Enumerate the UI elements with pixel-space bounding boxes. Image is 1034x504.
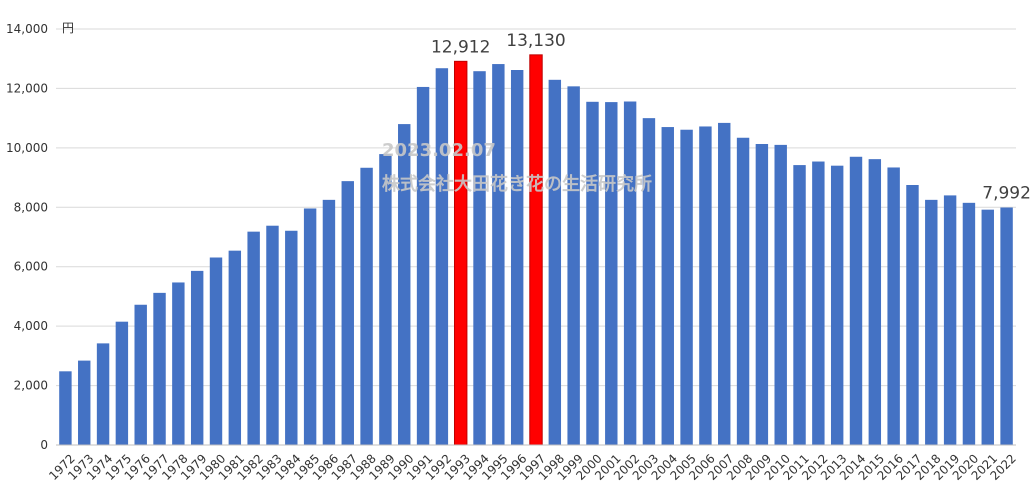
bar (59, 371, 72, 445)
bar (774, 144, 787, 445)
bar-highlighted (453, 60, 468, 446)
bar (755, 143, 769, 445)
bar (812, 161, 825, 446)
bar (78, 360, 91, 445)
bar (548, 79, 562, 445)
bar (360, 167, 373, 445)
bar (586, 101, 599, 446)
bar (209, 257, 223, 445)
bar (868, 159, 882, 446)
bar (661, 127, 674, 446)
bar (134, 304, 147, 445)
bar (981, 209, 994, 445)
bar (172, 282, 185, 445)
watermark-org: 株式会社大田花き花の生活研究所 (382, 173, 652, 195)
y-tick-label: 12,000 (6, 81, 48, 95)
y-axis-ticks: 0 2,000 4,000 6,000 8,000 10,000 12,000 14,000 (6, 22, 48, 452)
bar (190, 270, 204, 445)
bar (398, 124, 411, 445)
bar (736, 137, 750, 446)
bar (567, 86, 580, 445)
bar (115, 321, 129, 445)
y-tick-label: 0 (40, 438, 48, 452)
bar (379, 154, 392, 445)
bar-highlighted (529, 54, 543, 446)
bar (830, 165, 844, 445)
bar (153, 292, 166, 445)
bar (303, 208, 317, 445)
bar (435, 68, 449, 446)
bar (849, 156, 863, 445)
bar (605, 102, 618, 446)
bar (266, 225, 279, 445)
bar (680, 129, 693, 445)
bar (416, 86, 430, 445)
bar (510, 70, 524, 446)
data-label: 12,912 (431, 37, 490, 57)
bar (962, 202, 976, 445)
bar (322, 199, 336, 445)
y-tick-label: 2,000 (14, 379, 48, 393)
bars (59, 54, 1013, 446)
bar (887, 167, 900, 445)
bar (906, 185, 919, 445)
data-label: 13,130 (506, 31, 565, 51)
data-labels: 12,912 13,130 7,992 (431, 31, 1031, 204)
bar (925, 199, 938, 445)
bar (96, 343, 110, 445)
data-label: 7,992 (982, 184, 1031, 204)
bar (473, 71, 486, 446)
bar (341, 181, 354, 445)
y-tick-label: 6,000 (14, 260, 48, 274)
y-tick-label: 10,000 (6, 141, 48, 155)
bar (285, 230, 298, 445)
watermark: 2023.02.07 株式会社大田花き花の生活研究所 (382, 140, 652, 195)
y-axis-unit-label: 円 (62, 21, 74, 35)
y-tick-label: 14,000 (6, 22, 48, 36)
y-tick-label: 8,000 (14, 200, 48, 214)
bar (1000, 207, 1013, 445)
bar (699, 126, 712, 445)
x-axis-tick-labels: 1972197319741975197619771978197919801981… (46, 451, 1019, 482)
bar (492, 64, 505, 445)
bar (623, 101, 637, 445)
bar (943, 195, 957, 445)
bar (228, 250, 242, 445)
y-tick-label: 4,000 (14, 319, 48, 333)
bar (247, 231, 260, 445)
watermark-date: 2023.02.07 (382, 140, 496, 161)
bar (718, 122, 731, 445)
bar (642, 118, 656, 446)
bar (793, 165, 806, 445)
